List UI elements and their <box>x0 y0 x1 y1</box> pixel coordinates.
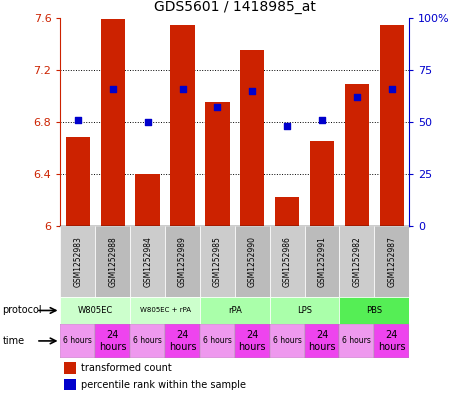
Point <box>283 123 291 129</box>
Point <box>248 87 256 94</box>
Point <box>353 94 361 100</box>
Bar <box>339 324 374 358</box>
Bar <box>310 141 334 226</box>
Bar <box>165 226 200 297</box>
Text: 6 hours: 6 hours <box>133 336 162 345</box>
Bar <box>95 226 130 297</box>
Bar <box>345 84 369 226</box>
Bar <box>240 50 265 226</box>
Bar <box>339 226 374 297</box>
Text: time: time <box>2 336 25 346</box>
Bar <box>305 324 339 358</box>
Bar <box>200 324 235 358</box>
Text: LPS: LPS <box>297 306 312 315</box>
Text: rPA: rPA <box>228 306 242 315</box>
Bar <box>305 226 339 297</box>
Text: W805EC: W805EC <box>78 306 113 315</box>
Bar <box>270 324 305 358</box>
Bar <box>205 102 230 226</box>
Point <box>388 85 395 92</box>
Text: 6 hours: 6 hours <box>203 336 232 345</box>
Bar <box>60 324 95 358</box>
Text: GSM1252982: GSM1252982 <box>352 236 361 287</box>
Text: percentile rank within the sample: percentile rank within the sample <box>81 380 246 389</box>
Bar <box>130 226 165 297</box>
Text: W805EC + rPA: W805EC + rPA <box>140 307 191 314</box>
Text: GSM1252988: GSM1252988 <box>108 236 117 287</box>
Text: GSM1252989: GSM1252989 <box>178 236 187 287</box>
Bar <box>130 324 165 358</box>
Text: GSM1252986: GSM1252986 <box>283 236 292 287</box>
Bar <box>165 324 200 358</box>
Text: 24
hours: 24 hours <box>239 330 266 352</box>
Text: 24
hours: 24 hours <box>308 330 336 352</box>
Bar <box>64 362 76 373</box>
Text: 24
hours: 24 hours <box>169 330 196 352</box>
Text: transformed count: transformed count <box>81 363 172 373</box>
Text: PBS: PBS <box>366 306 382 315</box>
Bar <box>200 297 270 324</box>
Point <box>318 117 325 123</box>
Bar <box>339 297 409 324</box>
Bar <box>60 297 130 324</box>
Text: 24
hours: 24 hours <box>378 330 405 352</box>
Bar <box>235 226 270 297</box>
Title: GDS5601 / 1418985_at: GDS5601 / 1418985_at <box>154 0 316 14</box>
Point <box>144 119 152 125</box>
Bar <box>275 197 299 226</box>
Text: GSM1252985: GSM1252985 <box>213 236 222 287</box>
Text: GSM1252991: GSM1252991 <box>318 236 326 287</box>
Text: protocol: protocol <box>2 305 42 316</box>
Text: 6 hours: 6 hours <box>342 336 372 345</box>
Point <box>214 104 221 110</box>
Bar <box>60 226 95 297</box>
Text: 6 hours: 6 hours <box>272 336 302 345</box>
Bar <box>200 226 235 297</box>
Text: GSM1252990: GSM1252990 <box>248 236 257 287</box>
Bar <box>135 174 160 226</box>
Text: 6 hours: 6 hours <box>63 336 93 345</box>
Bar <box>270 297 339 324</box>
Text: 24
hours: 24 hours <box>99 330 126 352</box>
Bar <box>235 324 270 358</box>
Bar <box>64 379 76 390</box>
Bar <box>95 324 130 358</box>
Text: GSM1252987: GSM1252987 <box>387 236 396 287</box>
Bar <box>270 226 305 297</box>
Bar <box>170 26 195 226</box>
Point <box>74 117 82 123</box>
Point <box>109 85 116 92</box>
Bar <box>100 19 125 226</box>
Bar <box>374 226 409 297</box>
Point <box>179 85 186 92</box>
Bar <box>130 297 200 324</box>
Text: GSM1252984: GSM1252984 <box>143 236 152 287</box>
Bar <box>379 26 404 226</box>
Bar <box>66 138 90 226</box>
Text: GSM1252983: GSM1252983 <box>73 236 82 287</box>
Bar <box>374 324 409 358</box>
